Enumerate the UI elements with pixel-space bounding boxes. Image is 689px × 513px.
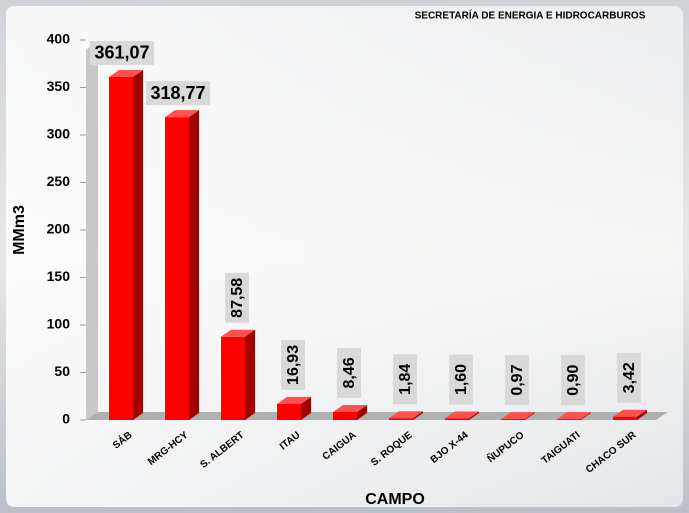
y-tick-label: 0 xyxy=(62,411,70,427)
back-wall-side xyxy=(86,40,98,420)
value-label: 3,42 xyxy=(621,362,638,393)
value-label-group: 3,42 xyxy=(617,353,641,403)
value-label-group: 16,93 xyxy=(281,340,305,390)
value-label-group: 1,60 xyxy=(449,354,473,404)
bar xyxy=(389,418,413,420)
y-tick-label: 200 xyxy=(47,221,71,237)
value-label-group: 1,84 xyxy=(393,354,417,404)
chart: SECRETARÍA DE ENERGIA E HIDROCARBUROS MM… xyxy=(0,0,689,513)
source: SECRETARÍA DE ENERGIA E HIDROCARBUROS xyxy=(415,9,646,22)
bar xyxy=(445,418,469,420)
value-label-group: 8,46 xyxy=(337,348,361,398)
y-tick-label: 100 xyxy=(47,316,71,332)
y-tick-label: 300 xyxy=(47,126,71,142)
bar xyxy=(221,337,245,420)
bar xyxy=(333,412,357,420)
y-tick-label: 50 xyxy=(54,363,70,379)
y-tick-label: 150 xyxy=(47,268,71,284)
value-label: 0,90 xyxy=(565,364,582,395)
value-label: 0,97 xyxy=(509,364,526,395)
value-label-group: 87,58 xyxy=(225,273,249,323)
bar-side xyxy=(189,110,199,420)
y-tick-label: 250 xyxy=(47,173,71,189)
bar-side xyxy=(245,330,255,420)
bar xyxy=(557,419,581,420)
value-label-group: 0,90 xyxy=(561,355,585,405)
bar xyxy=(277,404,301,420)
y-tick-label: 400 xyxy=(47,31,71,47)
value-label: 318,77 xyxy=(150,83,205,103)
value-label-group: 0,97 xyxy=(505,355,529,405)
y-axis-label: MMm3 xyxy=(11,205,28,255)
bar xyxy=(109,77,133,420)
value-label: 87,58 xyxy=(229,278,246,318)
value-label: 1,60 xyxy=(453,364,470,395)
bar xyxy=(165,117,189,420)
value-label: 1,84 xyxy=(397,364,414,395)
bar-side xyxy=(133,70,143,420)
value-label: 16,93 xyxy=(285,345,302,385)
value-label: 361,07 xyxy=(94,43,149,63)
bar xyxy=(613,417,637,420)
bar xyxy=(501,419,525,420)
value-label: 8,46 xyxy=(341,357,358,388)
y-tick-label: 350 xyxy=(47,78,71,94)
x-axis-label: CAMPO xyxy=(365,491,425,508)
panel xyxy=(6,6,683,507)
